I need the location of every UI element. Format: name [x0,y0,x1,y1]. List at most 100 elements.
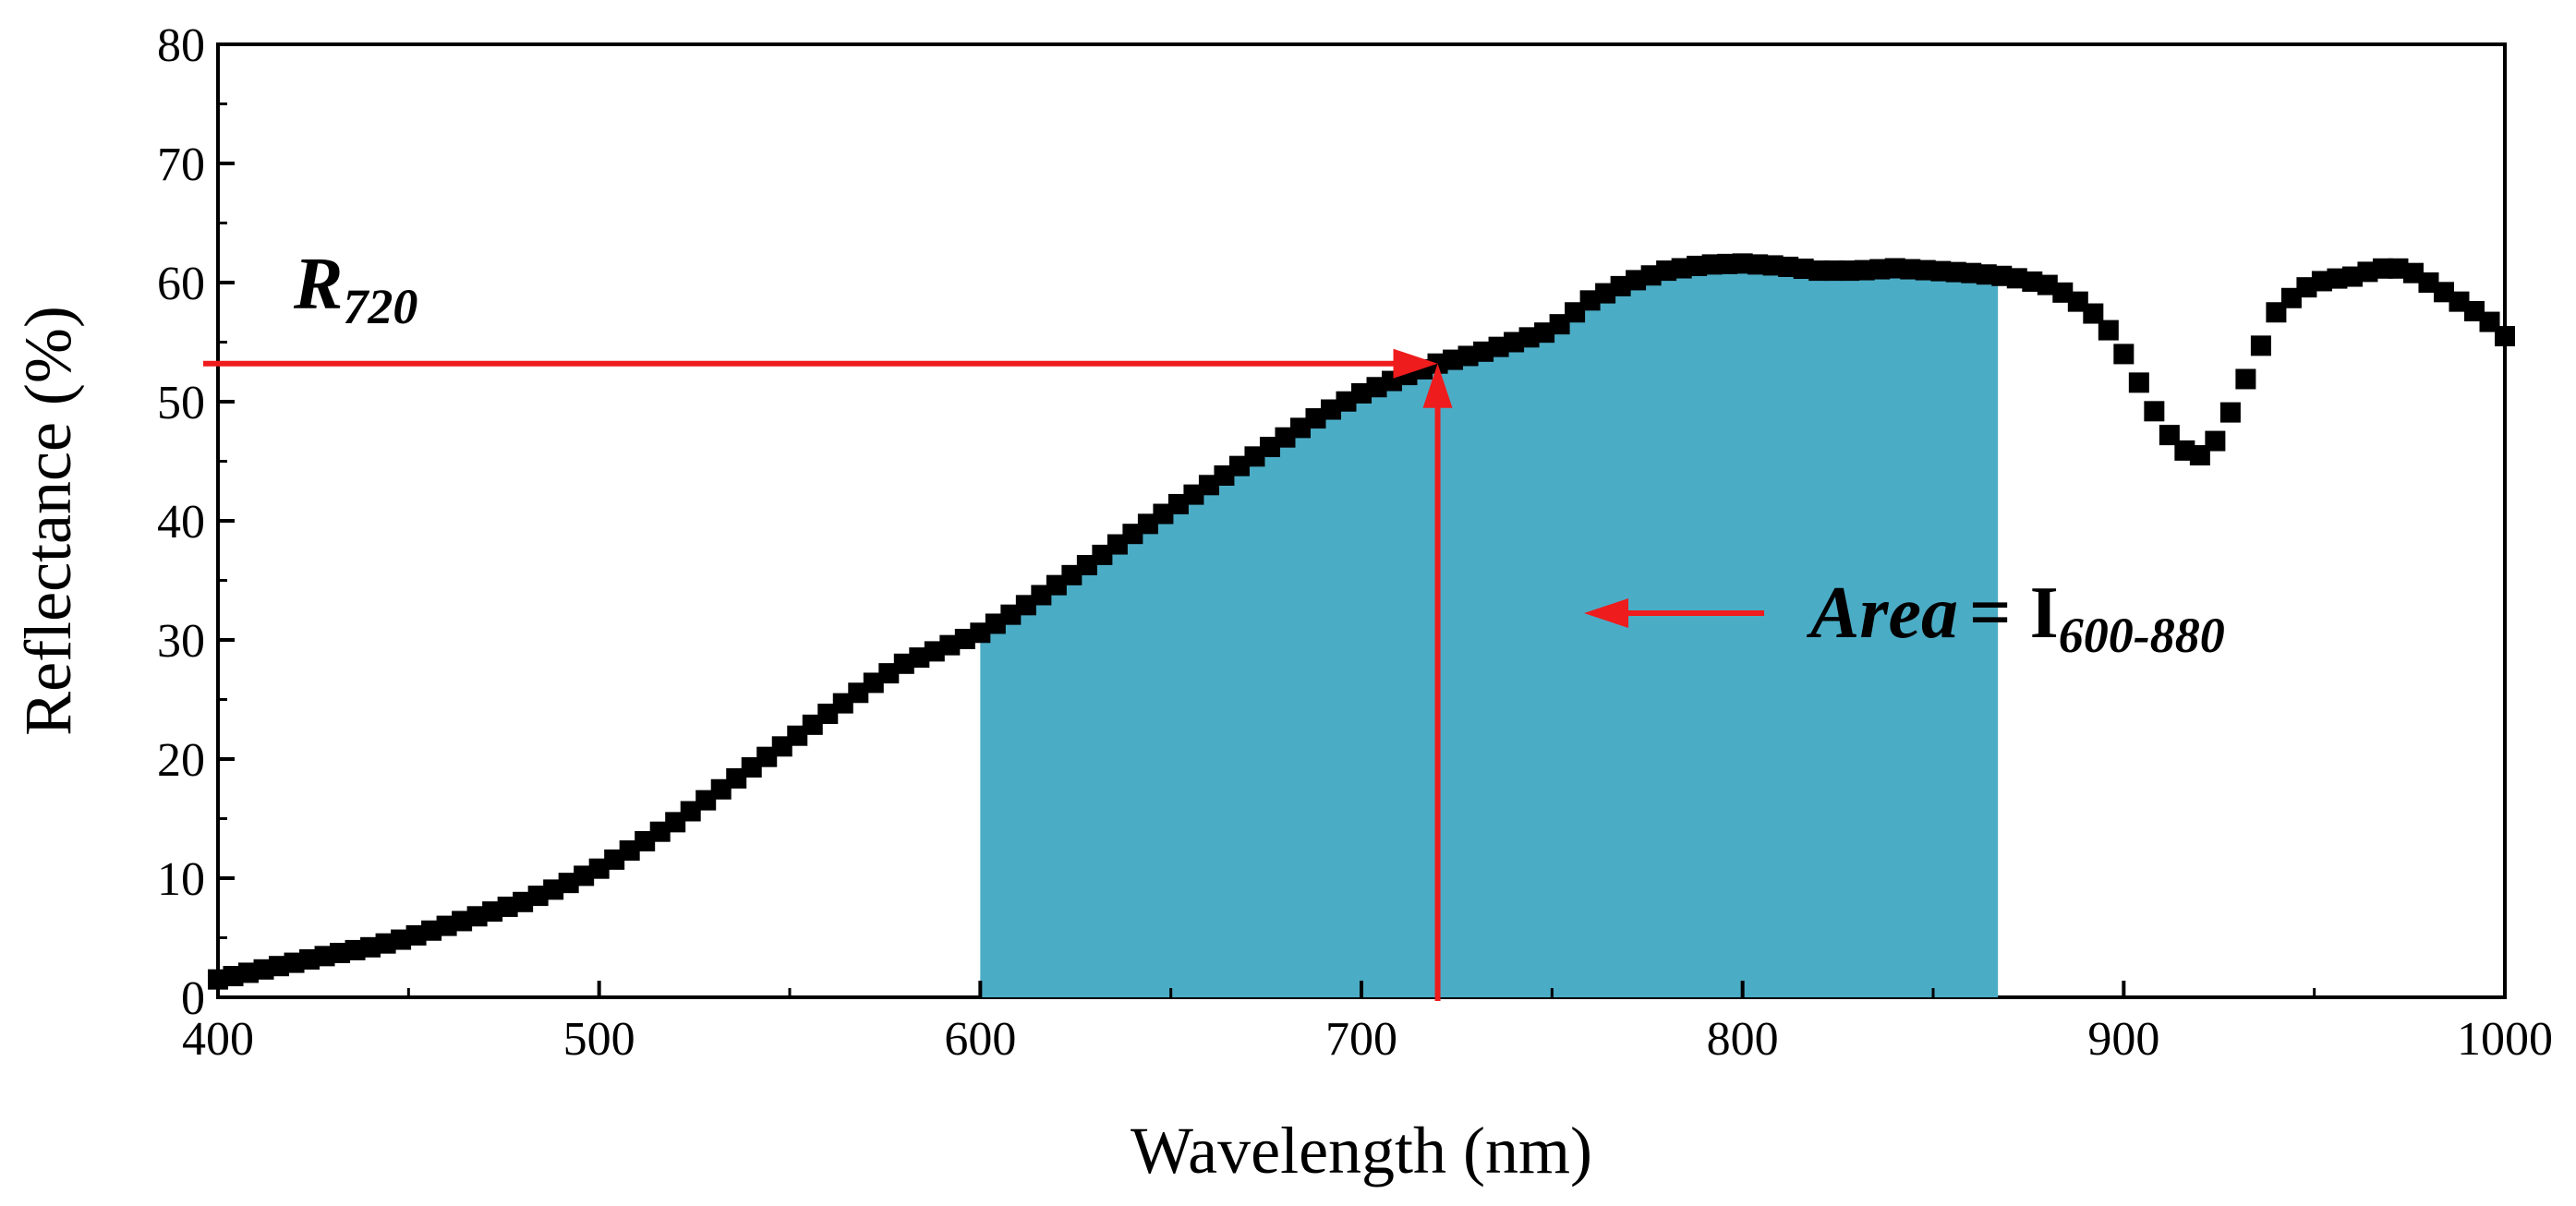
data-point [2280,287,2302,308]
y-tick-label: 0 [181,972,205,1025]
data-point [1900,259,1921,280]
data-point [2449,291,2470,312]
data-point [527,886,549,907]
data-point [1701,254,1723,275]
data-points [208,253,2515,990]
data-point [2388,258,2409,279]
data-point [2174,440,2195,461]
y-axis-ticks: 0 10 20 30 40 50 60 70 80 [157,19,235,1025]
data-point [1930,260,1952,282]
annotation-arrows [203,348,1764,1001]
data-point [665,812,686,833]
data-point [1976,264,1997,285]
data-point [330,943,351,964]
data-point [817,703,839,724]
data-point [1640,265,1662,286]
data-point [1137,513,1158,535]
data-point [1762,255,1784,276]
data-point [238,962,260,983]
data-point [1945,261,1966,283]
x-tick-label: 700 [1325,1013,1397,1066]
area-label: Area = I600-880 [1806,573,2225,663]
data-point [1549,314,1570,335]
data-point [2235,368,2256,390]
data-point [1122,524,1143,545]
data-point [2311,271,2332,292]
data-point [771,736,792,757]
data-point [223,966,244,987]
data-point [1991,265,2013,286]
x-tick-label: 500 [563,1013,635,1066]
data-point [1656,260,1677,282]
data-point [635,831,656,852]
data-point [2144,401,2165,422]
data-point [1015,595,1036,616]
data-point [1717,253,1738,274]
y-tick-label: 20 [157,734,205,787]
data-point [299,948,320,970]
data-point [1565,302,1586,323]
data-point [2327,268,2348,289]
data-point [832,693,853,714]
data-point [1457,345,1479,367]
data-point [466,906,488,927]
data-point [2128,372,2149,393]
data-point [1351,382,1372,404]
data-point [695,790,717,811]
data-point [513,891,534,912]
data-point [1915,259,1936,281]
data-point [954,628,975,649]
x-axis-title: Wavelength (nm) [1131,1114,1592,1188]
data-point [1198,475,1219,496]
data-point [2479,311,2500,332]
y-tick-label: 10 [157,853,205,906]
y-tick-label: 30 [157,615,205,668]
data-point [1854,259,1875,281]
data-point [2022,271,2043,292]
data-point [2067,291,2088,312]
data-point [1228,455,1250,476]
data-point [1031,585,1052,606]
data-point [2159,425,2180,446]
data-point [436,915,457,936]
data-point [1289,417,1311,439]
data-point [558,873,579,894]
data-point [543,879,564,900]
r720-label: R720 [293,244,417,334]
x-tick-label: 800 [1707,1013,1779,1066]
data-point [1671,258,1692,279]
data-point [284,952,305,973]
data-point [1687,255,1708,276]
data-point [893,653,914,674]
data-point [2341,266,2363,287]
data-point [1214,464,1235,486]
data-point [726,767,747,789]
data-point [878,663,900,684]
data-point [1275,427,1296,448]
data-point [1092,544,1113,565]
x-axis-ticks: 400 500 600 700 800 900 1000 [182,981,2553,1066]
data-point [2250,335,2271,356]
data-point [1595,283,1616,304]
data-point [1869,259,1891,280]
data-point [421,920,442,941]
data-point [1626,270,1647,291]
data-point [1518,327,1540,348]
data-point [482,901,503,923]
data-point [802,714,823,735]
data-point [588,858,610,879]
data-point [345,939,366,960]
data-point [848,682,869,704]
data-point [1107,534,1128,555]
integrated-area [980,263,1999,997]
y-tick-label: 40 [157,496,205,549]
data-point [1244,446,1265,467]
data-point [1167,493,1189,514]
data-point [574,865,595,886]
data-point [604,849,625,870]
data-point [863,672,884,693]
data-point [649,821,671,842]
data-point [1259,437,1280,458]
data-point [1336,391,1357,412]
